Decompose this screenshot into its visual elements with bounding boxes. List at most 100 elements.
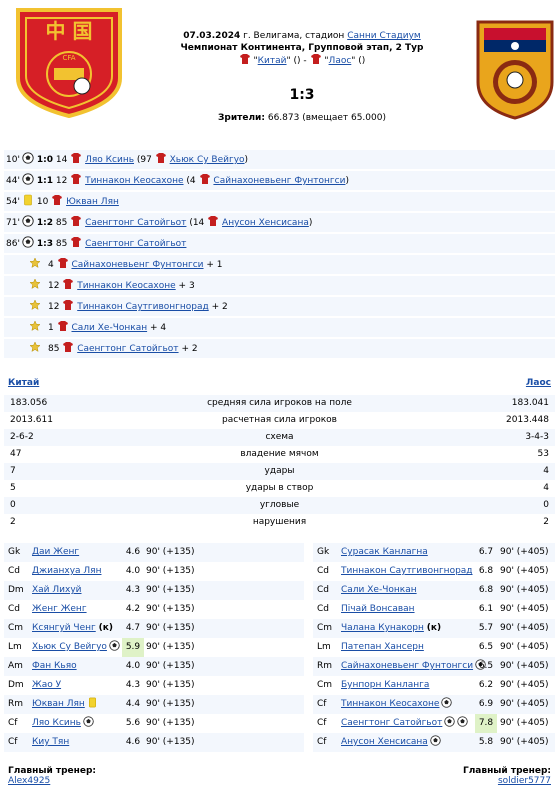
away-team-link[interactable]: Лаос xyxy=(328,56,352,66)
player-minutes: 90' (+135) xyxy=(146,661,195,671)
player-row: Cd Джианхуа Лян 4.0 90' (+135) xyxy=(4,562,304,581)
player-rating: 4.2 xyxy=(125,604,141,614)
player-rating: 4.3 xyxy=(125,585,141,595)
shirt-icon xyxy=(199,174,210,184)
away-lineup: Gk Сурасак Канлагна 6.7 90' (+405) Cd Тиннако… xyxy=(313,543,555,752)
player-link[interactable]: Ксянгуй Ченг xyxy=(32,623,96,633)
player-rating: 6.2 xyxy=(478,680,494,690)
player-row: Dm Хай Лихуй 4.3 90' (+135) xyxy=(4,581,304,600)
stat-label: удары в створ xyxy=(245,483,314,493)
yellow-card-icon xyxy=(88,697,96,708)
bonus-player-link[interactable]: Сали Хе-Чонкан xyxy=(71,323,148,333)
svg-text:CFA: CFA xyxy=(62,54,75,62)
player-rating: 6.9 xyxy=(478,699,494,709)
player-link[interactable]: Женг Женг xyxy=(32,604,87,614)
bonus-value: + 3 xyxy=(178,281,195,291)
event-player-link[interactable]: Саенгтонг Сатойгьот xyxy=(85,239,187,249)
stat-row: схема 2-6-2 3-4-3 xyxy=(4,429,555,446)
bonus-marker xyxy=(22,255,48,275)
bonus-marker xyxy=(22,339,48,359)
bonus-row: 4 Сайнахоневьенг Фунтонгси + 1 xyxy=(4,255,555,275)
player-row: Cm Бунпорн Канланга 6.2 90' (+405) xyxy=(313,676,555,695)
player-link[interactable]: Анусон Хенсисана xyxy=(341,737,428,747)
bonus-player-link[interactable]: Тиннакон Саутгивонгнорад xyxy=(77,302,209,312)
player-link[interactable]: Чалана Кунакорн xyxy=(341,623,424,633)
bonus-player-link[interactable]: Тиннакон Кеосахоне xyxy=(77,281,176,291)
player-link[interactable]: Киу Тян xyxy=(32,737,70,747)
player-link[interactable]: Жао У xyxy=(32,680,62,690)
player-position: Cd xyxy=(8,566,20,576)
event-score: 1:3 xyxy=(36,239,53,249)
bonus-value: + 1 xyxy=(206,260,223,270)
home-coach-link[interactable]: Alex4925 xyxy=(8,776,51,786)
player-minutes: 90' (+405) xyxy=(500,661,549,671)
player-name-cell: Пiчай Вонсаван xyxy=(341,600,415,619)
player-rating: 6.5 xyxy=(478,661,494,671)
event-player-link[interactable]: Ляо Ксинь xyxy=(85,155,135,165)
player-link[interactable]: Даи Женг xyxy=(32,547,80,557)
player-link[interactable]: Бунпорн Канланга xyxy=(341,680,430,690)
player-rating: 7.8 xyxy=(475,714,497,733)
player-link[interactable]: Юкван Лян xyxy=(32,699,85,709)
player-name-cell: Бунпорн Канланга xyxy=(341,676,429,695)
player-link[interactable]: Патепан Хансерн xyxy=(341,642,424,652)
star-icon xyxy=(29,257,41,268)
player-rating: 6.8 xyxy=(478,566,494,576)
player-number: 14 xyxy=(55,155,68,165)
match-info: 07.03.2024 г. Велигама, стадион Санни Ст… xyxy=(140,30,464,123)
stat-label: угловые xyxy=(259,500,300,510)
event-minute: 54' xyxy=(6,197,20,207)
event-player-link[interactable]: Тиннакон Кеосахоне xyxy=(85,176,184,186)
assist-player-link[interactable]: Хьюк Су Вейгуо xyxy=(169,155,245,165)
player-row: Lm Патепан Хансерн 6.5 90' (+405) xyxy=(313,638,555,657)
bonus-row: 12 Тиннакон Кеосахоне + 3 xyxy=(4,276,555,296)
player-position: Cm xyxy=(317,623,333,633)
ball-icon xyxy=(83,716,94,727)
player-position: Cd xyxy=(317,566,329,576)
event-player-link[interactable]: Юкван Лян xyxy=(66,197,119,207)
player-link[interactable]: Саенгтонг Сатойгьот xyxy=(341,718,443,728)
match-city: г. Велигама, стадион xyxy=(243,31,345,41)
bonus-value: + 2 xyxy=(181,344,198,354)
bonus-player-link[interactable]: Сайнахоневьенг Фунтонгси xyxy=(71,260,204,270)
player-link[interactable]: Пiчай Вонсаван xyxy=(341,604,415,614)
player-link[interactable]: Хьюк Су Вейгуо xyxy=(32,642,107,652)
home-team-name[interactable]: Китай xyxy=(8,378,40,388)
event-score: 1:2 xyxy=(36,218,53,228)
stat-row: владение мячом 47 53 xyxy=(4,446,555,463)
competition: Чемпионат Континента, Групповой этап, 2 … xyxy=(180,43,424,53)
away-team-name[interactable]: Лаос xyxy=(525,378,551,388)
stadium-link[interactable]: Санни Стадиум xyxy=(347,31,421,41)
home-team-link[interactable]: Китай xyxy=(257,56,287,66)
player-name-cell: Чалана Кунакорн (к) xyxy=(341,619,441,638)
shirt-icon xyxy=(155,153,166,163)
player-row: Cm Чалана Кунакорн (к) 5.7 90' (+405) xyxy=(313,619,555,638)
player-link[interactable]: Ляо Ксинь xyxy=(32,718,81,728)
stat-away: 2013.448 xyxy=(506,415,549,425)
bonus-player-link[interactable]: Саенгтонг Сатойгьот xyxy=(77,344,179,354)
player-link[interactable]: Сайнахоневьенг Фунтонгси xyxy=(341,661,474,671)
assist-player-link[interactable]: Анусон Хенсисана xyxy=(222,218,309,228)
shirt-icon xyxy=(208,216,219,226)
match-header: 中 国 CFA 07.03.2024 г. Велигама, стадион … xyxy=(0,0,559,140)
player-row: Cd Женг Женг 4.2 90' (+135) xyxy=(4,600,304,619)
player-position: Cf xyxy=(8,718,18,728)
player-link[interactable]: Тиннакон Саутгивонгнорад xyxy=(341,566,473,576)
player-link[interactable]: Сали Хе-Чонкан xyxy=(341,585,417,595)
player-row: Cf Анусон Хенсисана 5.8 90' (+405) xyxy=(313,733,555,752)
player-link[interactable]: Хай Лихуй xyxy=(32,585,82,595)
away-coach-link[interactable]: soldier5777 xyxy=(497,776,551,786)
match-events: 10' 1:0 14 Ляо Ксинь (97 Хьюк Су Вейгуо)… xyxy=(4,150,555,360)
player-rating: 6.7 xyxy=(478,547,494,557)
player-position: Cf xyxy=(8,737,18,747)
event-player-link[interactable]: Саенгтонг Сатойгьот xyxy=(85,218,187,228)
assist-close: ) xyxy=(244,155,249,165)
player-link[interactable]: Тиннакон Кеосахоне xyxy=(341,699,440,709)
assist-player-link[interactable]: Сайнахоневьенг Фунтонгси xyxy=(213,176,346,186)
player-link[interactable]: Сурасак Канлагна xyxy=(341,547,428,557)
bonus-marker xyxy=(22,318,48,338)
player-link[interactable]: Фан Кьяо xyxy=(32,661,77,671)
player-link[interactable]: Джианхуа Лян xyxy=(32,566,102,576)
stat-away: 3-4-3 xyxy=(525,432,549,442)
player-row: Cf Саенгтонг Сатойгьот 7.8 90' (+405) xyxy=(313,714,555,733)
